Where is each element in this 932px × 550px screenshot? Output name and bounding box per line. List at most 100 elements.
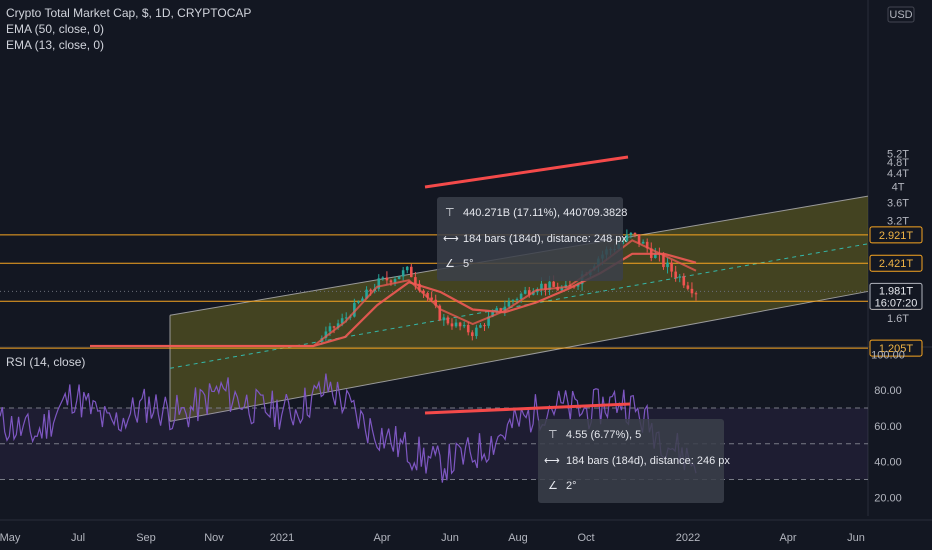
candle-body xyxy=(682,276,686,286)
candle-body xyxy=(397,276,401,280)
candle-body xyxy=(690,288,694,294)
candle-body xyxy=(576,284,580,287)
candle-body xyxy=(670,262,673,272)
measure-price-icon-bars: ⟷ xyxy=(443,233,459,245)
candle-body xyxy=(385,277,389,281)
measure-price-icon-height: ⊤ xyxy=(445,207,455,219)
candle-body xyxy=(645,241,649,249)
chart-title: Crypto Total Market Cap, $, 1D, CRYPTOCA… xyxy=(6,6,252,20)
time-tick-2022: 2022 xyxy=(676,532,700,544)
candle-body xyxy=(625,234,629,241)
candle-body xyxy=(438,305,442,321)
candle-body xyxy=(393,279,397,283)
currency-label: USD xyxy=(889,9,912,21)
level-tag-0 xyxy=(869,226,923,244)
measure-rsi-icon-height: ⊤ xyxy=(548,429,558,441)
candle-body xyxy=(401,270,405,277)
price-tick-4.4T: 4.4T xyxy=(887,168,909,180)
time-tick-Oct: Oct xyxy=(577,532,594,544)
candle-body xyxy=(654,253,657,258)
candle-body xyxy=(548,281,551,290)
measure-rsi-icon-bars: ⟷ xyxy=(544,455,560,467)
indicator-ema-50[interactable]: EMA (50, close, 0) xyxy=(6,22,105,36)
candle-body xyxy=(471,332,474,337)
candle-body xyxy=(479,325,482,328)
time-tick-2021: 2021 xyxy=(270,532,294,544)
time-tick-Sep: Sep xyxy=(136,532,156,544)
measure-price-text-2: 184 bars (184d), distance: 248 px xyxy=(463,233,627,245)
measure-rsi-text-1: 4.55 (6.77%), 5 xyxy=(566,429,641,441)
candle-body xyxy=(495,308,499,312)
measure-price-icon-angle: ∠ xyxy=(445,258,455,270)
candle-body xyxy=(454,322,458,327)
candle-body xyxy=(462,324,466,327)
candle-body xyxy=(434,299,438,306)
measure-price-text-1: 440.271B (17.11%), 440709.3828 xyxy=(463,207,627,219)
candle-body xyxy=(405,266,409,271)
time-tick-May: May xyxy=(0,532,21,544)
level-label-1: 2.421T xyxy=(879,258,914,270)
candle-body xyxy=(324,331,328,339)
price-tick-3.2T: 3.2T xyxy=(887,216,909,228)
level-tag-3 xyxy=(869,339,923,357)
candle-body xyxy=(540,283,543,290)
candle-body xyxy=(446,317,450,324)
measure-rsi-text-3: 2° xyxy=(566,480,577,492)
candle-body xyxy=(629,232,633,235)
rsi-tick-100: 100.00 xyxy=(871,350,905,362)
candle-body xyxy=(527,290,531,295)
price-trendline xyxy=(424,155,629,189)
channel-lower-line xyxy=(169,290,869,422)
candle-body xyxy=(694,293,698,295)
candle-body xyxy=(637,234,641,244)
last-price-label: 1.981T xyxy=(879,285,914,297)
candle-body xyxy=(458,322,462,327)
candle-body xyxy=(357,301,360,303)
candle-body xyxy=(633,232,637,235)
indicator-ema-13[interactable]: EMA (13, close, 0) xyxy=(6,38,105,52)
candle-body xyxy=(418,283,421,291)
candle-body xyxy=(414,277,417,284)
candle-body xyxy=(369,289,372,292)
measure-price-text-3: 5° xyxy=(463,258,474,270)
candle-body xyxy=(389,280,393,283)
candle-body xyxy=(511,300,515,302)
rsi-legend[interactable]: RSI (14, close) xyxy=(6,355,86,369)
candle-body xyxy=(430,297,433,300)
time-tick-Jun: Jun xyxy=(441,532,459,544)
rsi-trendline xyxy=(424,402,631,415)
bar-countdown: 16:07:20 xyxy=(875,297,918,309)
measure-box-price xyxy=(437,197,623,281)
time-tick-Apr: Apr xyxy=(373,532,390,544)
candle-body xyxy=(466,324,470,333)
candle-body xyxy=(507,301,511,307)
currency-badge xyxy=(887,6,915,23)
candle-body xyxy=(365,289,368,299)
candle-body xyxy=(361,298,364,302)
candle-body xyxy=(666,262,669,268)
candle-body xyxy=(503,306,507,311)
candle-body xyxy=(344,317,348,319)
level-label-0: 2.921T xyxy=(879,230,914,242)
candle-body xyxy=(381,277,385,279)
candle-body xyxy=(532,292,535,295)
candle-body xyxy=(377,278,381,289)
rsi-tick-20: 20.00 xyxy=(874,492,902,504)
rsi-tick-40: 40.00 xyxy=(874,457,902,469)
measure-rsi-icon-angle: ∠ xyxy=(548,480,558,492)
candle-body xyxy=(426,293,429,298)
candle-body xyxy=(353,302,356,317)
price-tick-3.6T: 3.6T xyxy=(887,197,909,209)
candle-body xyxy=(410,266,413,278)
candle-body xyxy=(552,281,555,287)
price-tick-4T: 4T xyxy=(892,182,905,194)
measure-box-rsi xyxy=(538,419,724,503)
candle-body xyxy=(332,326,336,328)
rsi-tick-80: 80.00 xyxy=(874,385,902,397)
candle-body xyxy=(328,326,332,332)
level-label-3: 1.205T xyxy=(879,343,914,355)
candle-body xyxy=(544,283,547,290)
rsi-tick-60: 60.00 xyxy=(874,421,902,433)
time-tick-Apr: Apr xyxy=(779,532,796,544)
